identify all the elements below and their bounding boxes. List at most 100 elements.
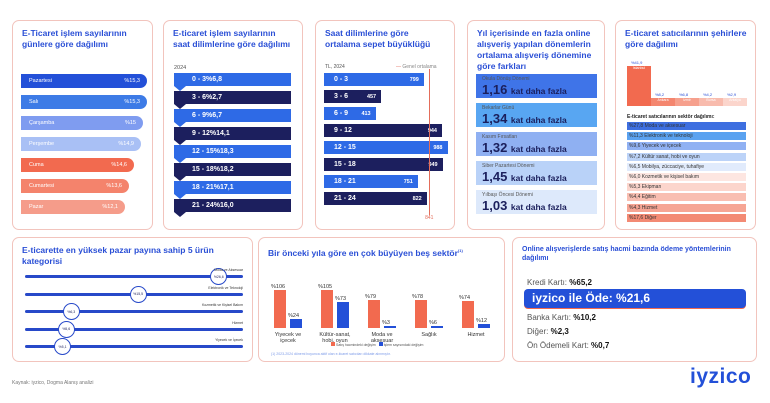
credit-label: Kredi Kartı: [527,278,568,287]
credit-value: %65,2 [569,278,592,287]
basket-bar: 9 - 12 944 [324,124,442,137]
growth-bar-count [431,325,443,328]
period-suffix: kat daha fazla [510,202,567,212]
city-bar: Antalya [723,98,747,106]
basket-label: 15 - 18 [334,161,356,168]
sector-title: E-ticaret satıcılarının sektör dağılımı: [627,114,715,120]
hour-pointer [174,104,186,109]
day-bar: Pazartesi %15,3 [21,74,147,88]
growth-bar-sales [368,299,380,328]
legend-swatch-sales [331,342,335,346]
payments-panel: Online alışverişlerde satış hacmi bazınd… [512,237,757,362]
period-card: Siber Pazartesi Dönemi 1,45 kat daha fazl… [476,161,597,185]
growth-value-count: %73 [335,295,347,302]
basket-value: 949 [428,161,438,168]
hour-bar: 6 - 9 %6,7 [174,109,291,122]
sector-row: %27,8 Moda ve aksesuar [627,122,746,130]
hours-year: 2024 [174,65,187,71]
growth-value-sales: %105 [318,284,333,291]
growth-title-text: Bir önceki yıla göre en çok büyüyen beş … [268,247,458,258]
basket-value: 944 [427,127,437,134]
basket-title: Saat dilimlerine göre ortalama sepet büy… [325,28,431,49]
period-card: Kasım Fırsatları 1,32 kat daha fazla [476,132,597,156]
basket-bar: 18 - 21 751 [324,175,418,188]
hour-pointer [174,86,186,91]
growth-bar-count [290,319,302,328]
day-value: %15 [124,120,136,126]
hours-title: E-ticaret işlem sayılarının saat dilimle… [173,28,291,49]
hour-value: %2,7 [206,94,222,101]
hour-label: 12 - 15 [192,148,214,155]
growth-bar-sales [321,290,333,328]
city-value: %2,9 [727,92,737,97]
growth-footnote-mark: (1) [457,248,463,253]
growth-note: (1) 2023-2024 dönemi boyunca aktif olan … [271,352,391,356]
day-label: Perşembe [29,141,55,147]
hour-label: 21 - 24 [192,202,214,209]
city-value: %41,9 [631,60,643,65]
day-value: %14,9 [118,141,134,147]
growth-sector-name: Hizmet [467,332,485,338]
period-suffix: kat daha fazla [510,86,567,96]
category-share: %6,3 [62,303,80,320]
day-label: Cumartesi [29,183,55,189]
iyzico-logo: iyzico [690,365,752,388]
cities-panel: E-ticaret satıcılarının şehirlere göre d… [615,20,756,230]
period-value: 1,16 kat daha fazla [482,82,591,97]
basket-value: 413 [361,110,371,117]
other-value: %2,3 [550,327,569,336]
growth-bar-count [478,323,490,328]
average-value: 841 [425,215,434,221]
period-name: Okula Dönüş Dönemi [482,76,530,82]
hour-label: 3 - 6 [192,94,207,101]
hour-label: 6 - 9 [192,112,207,119]
hour-bar: 15 - 18 %18,2 [174,163,291,176]
category-share: %5,1 [54,338,72,355]
legend-swatch-count [378,342,383,346]
periods-title: Yıl içerisinde en fazla online alışveriş… [477,28,592,71]
growth-value-sales: %106 [271,283,286,290]
day-bar: Perşembe %14,9 [21,137,141,151]
hour-value: %17,1 [213,184,234,191]
city-value: %8,2 [655,92,665,97]
day-value: %12,1 [102,204,118,210]
growth-title: Bir önceki yıla göre en çok büyüyen beş … [268,245,496,259]
hour-pointer [174,176,186,181]
hour-value: %18,2 [213,166,234,173]
period-value: 1,32 kat daha fazla [482,140,591,155]
basket-unit: TL, 2024 [325,64,345,70]
period-value: 1,45 kat daha fazla [482,169,591,184]
day-label: Salı [29,99,39,105]
hour-label: 9 - 12 [192,130,210,137]
sector-row: %7,2 Kültür sanat, hobi ve oyun [627,152,746,161]
growth-value-sales: %74 [459,295,471,302]
sector-row: %6,0 Kozmetik ve kişisel bakım [627,173,746,181]
hours-panel: E-ticaret işlem sayılarının saat dilimle… [163,20,303,230]
city-bar: Bursa [699,98,723,106]
sector-row: %4,4 Eğitim [627,193,746,202]
legend-count: İşlem sayısındaki değişim [383,343,424,347]
growth-panel: Bir önceki yıla göre en çok büyüyen beş … [258,237,505,362]
period-name: Kasım Fırsatları [482,134,518,140]
payment-prepaid: Ön Ödemeli Kart: %0,7 [527,341,609,350]
day-value: %13,6 [106,183,122,189]
day-value: %14,6 [111,162,127,168]
hour-value: %6,7 [206,112,222,119]
period-name: Bekarlar Günü [482,105,515,111]
days-panel: E-Ticaret işlem sayılarının günlere göre… [12,20,153,230]
day-bar: Salı %15,3 [21,95,147,109]
basket-bar: 0 - 3 799 [324,73,424,86]
day-label: Çarşamba [29,120,55,126]
basket-label: 0 - 3 [334,76,349,83]
hour-value: %6,8 [206,76,222,83]
basket-bar: 3 - 6 457 [324,90,382,103]
sector-row: %5,3 Ekipman [627,183,746,192]
category-share: %26,6 [210,268,228,285]
basket-label: 12 - 15 [334,144,356,151]
period-value: 1,34 kat daha fazla [482,111,591,126]
source-note: Kaynak: iyzico, Dogma Alanış analizi [12,380,94,386]
growth-value-count: %12 [476,317,488,324]
hour-bar: 12 - 15 %18,3 [174,145,291,158]
category-line: %15,5 Elektronik ve Teknoloji [25,285,243,303]
basket-bar: 12 - 15 988 [324,141,448,154]
